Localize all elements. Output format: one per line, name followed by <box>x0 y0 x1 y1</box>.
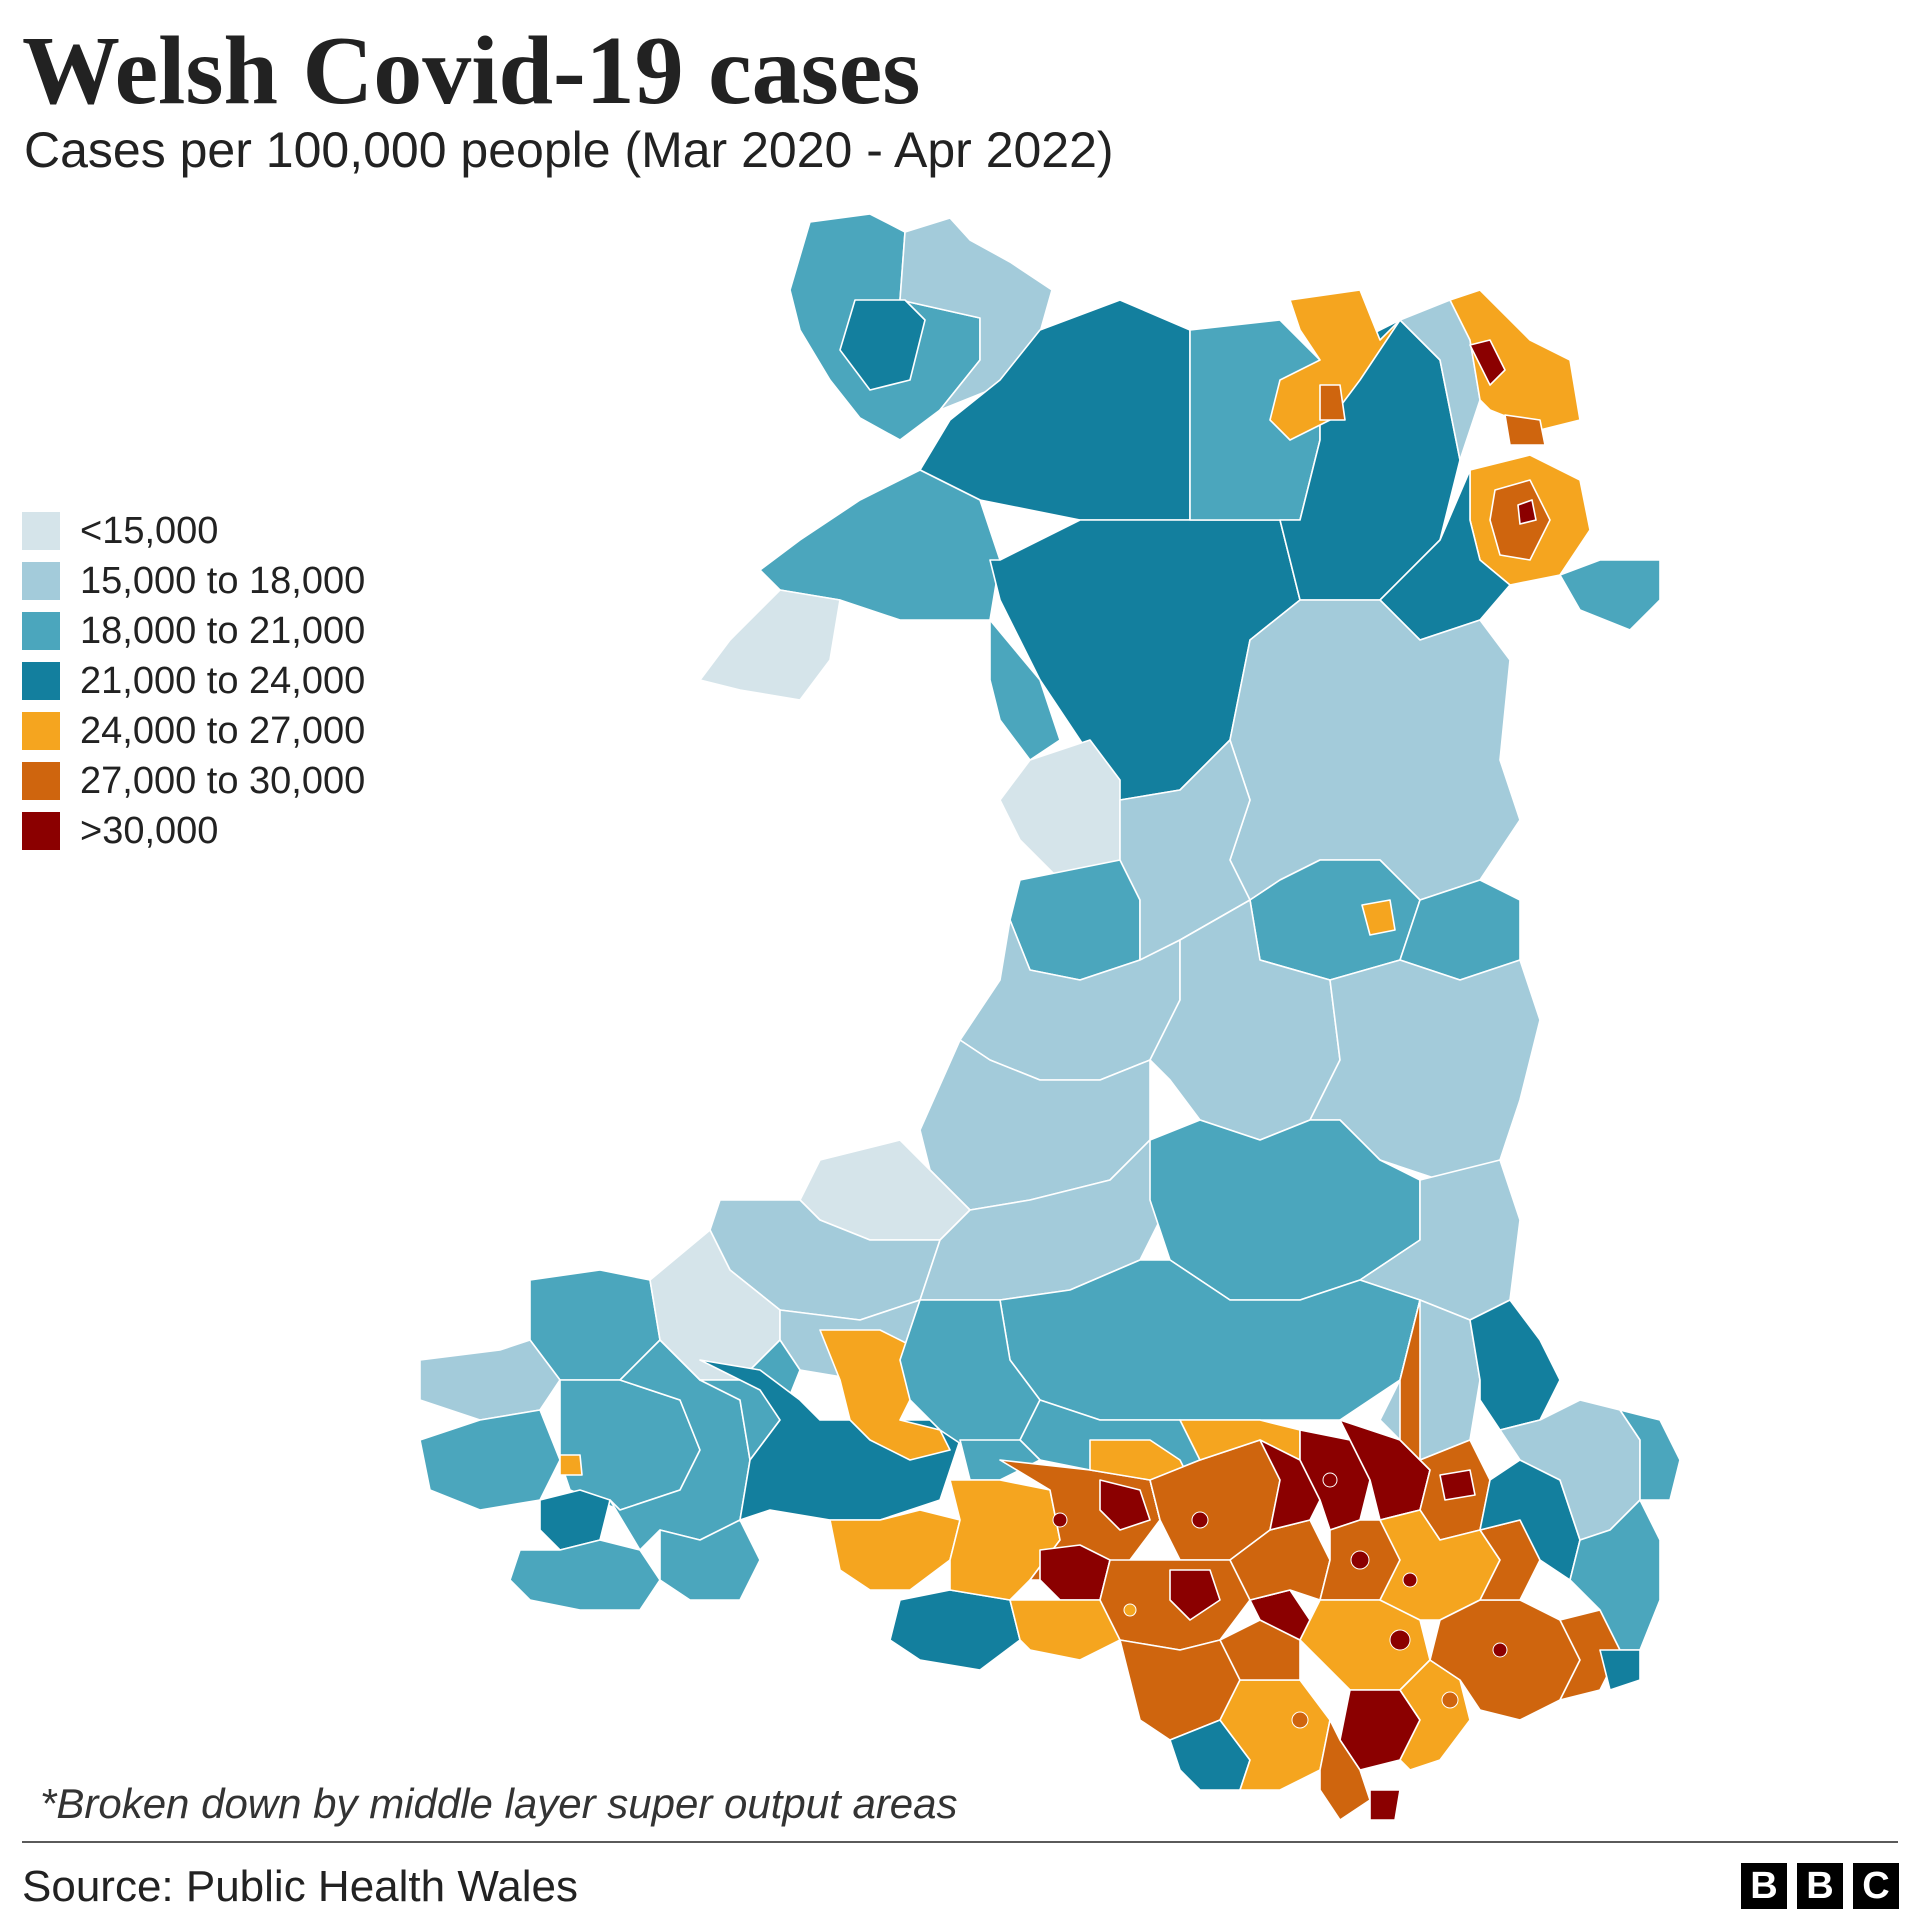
region-rhyl-core <box>1319 384 1346 421</box>
legend-label: <15,000 <box>80 510 219 552</box>
legend-label: 24,000 to 27,000 <box>80 710 366 752</box>
region-llyn-tip <box>699 589 841 701</box>
legend-label: 18,000 to 21,000 <box>80 610 366 652</box>
region-gower <box>889 1589 1021 1671</box>
region-newtown <box>1361 899 1396 936</box>
region-wrexham-east <box>1559 559 1661 631</box>
legend-label: 15,000 to 18,000 <box>80 560 366 602</box>
chart-title: Welsh Covid-19 cases <box>22 17 921 125</box>
region-llanelli <box>829 1509 961 1591</box>
legend-swatch <box>22 812 60 850</box>
region-whitland <box>699 1359 961 1521</box>
region-tenby <box>659 1519 761 1601</box>
region-wye-valley <box>1619 1409 1681 1501</box>
region-wrexham-hotspot <box>1517 499 1537 525</box>
footer-divider <box>22 1841 1898 1843</box>
region-llantrisant <box>1219 1619 1301 1681</box>
region-caldicot <box>1599 1649 1641 1691</box>
chart-subtitle: Cases per 100,000 people (Mar 2020 - Apr… <box>24 122 1114 178</box>
legend-swatch <box>22 512 60 550</box>
region-rhondda-north <box>1099 1479 1151 1531</box>
region-st-davids <box>419 1339 561 1421</box>
region-chepstow <box>1569 1499 1661 1651</box>
bbc-logo-letter: B <box>1797 1863 1843 1909</box>
region-pontypool-hotspot <box>1439 1469 1476 1501</box>
bbc-logo-letter: C <box>1853 1863 1899 1909</box>
legend-item: 27,000 to 30,000 <box>22 756 365 806</box>
bbc-logo: B B C <box>1741 1863 1899 1909</box>
legend-label: 27,000 to 30,000 <box>80 760 366 802</box>
source-note: Source: Public Health Wales <box>22 1862 578 1911</box>
footnote: *Broken down by middle layer super outpu… <box>40 1780 958 1827</box>
legend-swatch <box>22 662 60 700</box>
region-swansea-west <box>949 1479 1061 1601</box>
region-vale-west <box>1219 1679 1331 1791</box>
legend-item: 18,000 to 21,000 <box>22 606 365 656</box>
region-rhondda-hotspot <box>1169 1569 1221 1621</box>
region-barmouth <box>999 739 1121 881</box>
legend-item: 24,000 to 27,000 <box>22 706 365 756</box>
region-penarth <box>1319 1719 1371 1821</box>
legend-item: <15,000 <box>22 506 365 556</box>
region-penarth-tip <box>1369 1789 1401 1821</box>
region-flintshire-coast <box>1449 289 1581 431</box>
legend-item: >30,000 <box>22 806 365 856</box>
region-anglesey-centre <box>839 299 926 391</box>
legend-swatch <box>22 612 60 650</box>
region-pembroke <box>509 1539 661 1611</box>
legend-item: 21,000 to 24,000 <box>22 656 365 706</box>
region-port-talbot <box>1009 1599 1121 1661</box>
legend-label: 21,000 to 24,000 <box>80 660 366 702</box>
legend-swatch <box>22 562 60 600</box>
region-pembs-west <box>419 1409 561 1511</box>
bbc-logo-letter: B <box>1741 1863 1787 1909</box>
region-rhyl <box>1269 289 1401 441</box>
region-haverfordwest-spot <box>559 1454 583 1476</box>
legend-label: >30,000 <box>80 810 219 852</box>
region-abergavenny <box>1469 1299 1561 1431</box>
legend-swatch <box>22 712 60 750</box>
legend-item: 15,000 to 18,000 <box>22 556 365 606</box>
region-gwynedd-north <box>919 299 1191 521</box>
region-machynlleth <box>1009 859 1141 981</box>
legend: <15,000 15,000 to 18,000 18,000 to 21,000 2… <box>22 506 365 856</box>
region-deeside <box>1504 414 1546 446</box>
region-caerphilly <box>1229 1519 1331 1601</box>
legend-swatch <box>22 762 60 800</box>
region-powys-montgomery <box>1229 599 1521 901</box>
region-flintshire-hotspot <box>1469 339 1506 386</box>
